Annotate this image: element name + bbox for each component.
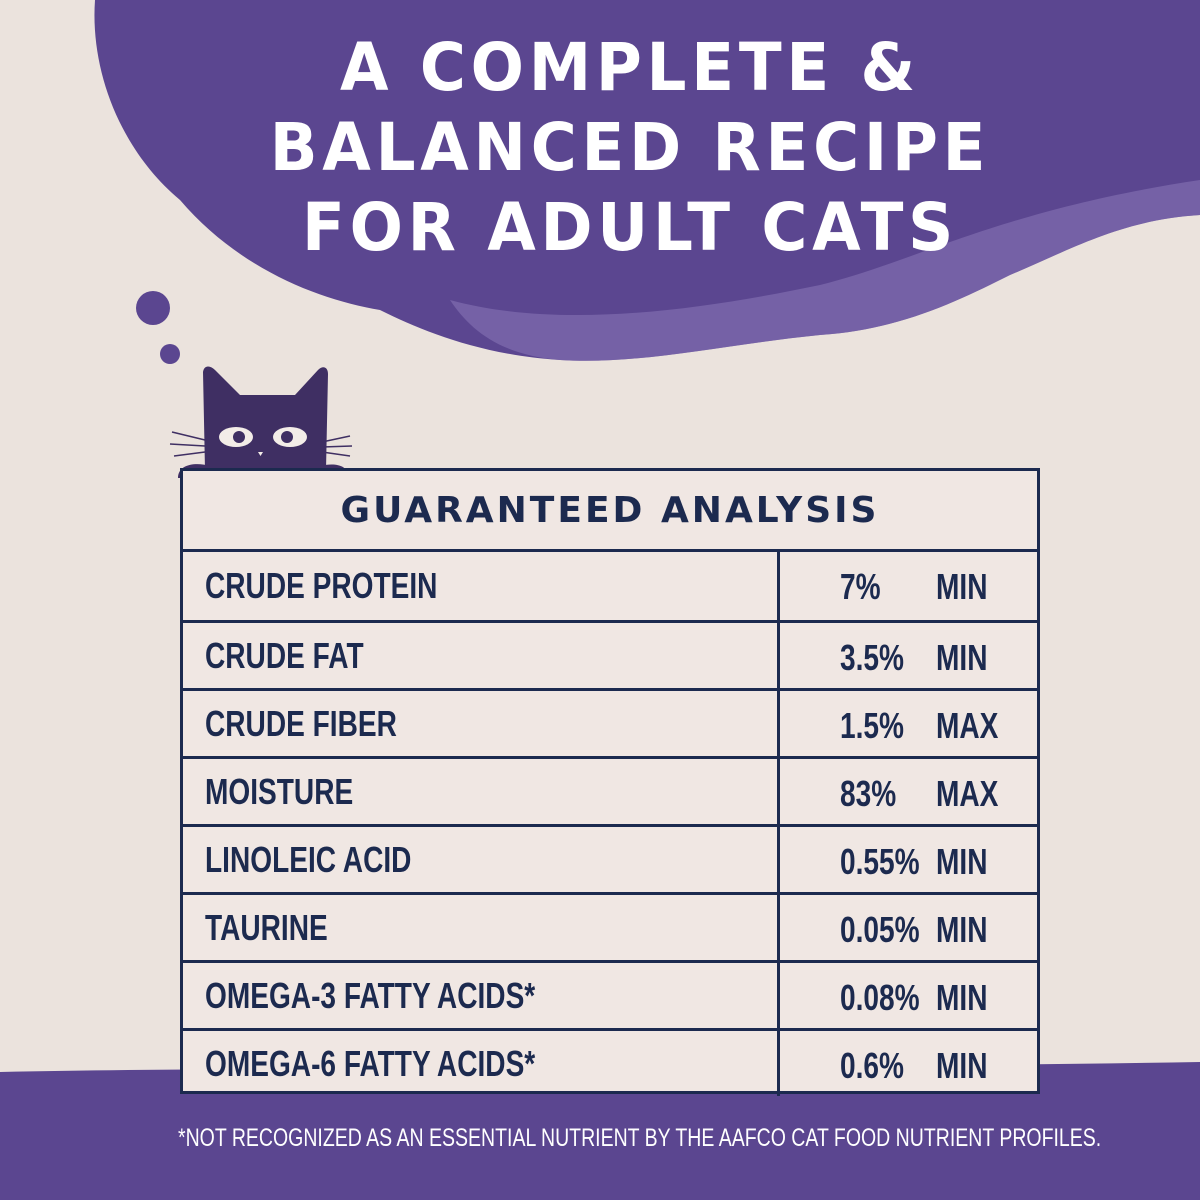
nutrient-cell: CRUDE PROTEIN [183, 552, 780, 620]
headline: A COMPLETE & BALANCED RECIPE FOR ADULT C… [0, 28, 1200, 268]
value-cell: 83% MAX [780, 759, 1037, 824]
nutrient-value: 0.05% [840, 909, 920, 950]
nutrient-cell: OMEGA-6 FATTY ACIDS* [183, 1031, 780, 1096]
table-row: OMEGA-3 FATTY ACIDS* 0.08% MIN [183, 960, 1037, 1028]
nutrient-name: MOISTURE [205, 770, 354, 812]
nutrient-cell: TAURINE [183, 895, 780, 960]
nutrient-cell: CRUDE FAT [183, 623, 780, 688]
nutrient-unit: MAX [936, 705, 999, 746]
value-cell: 0.08% MIN [780, 963, 1037, 1028]
value-cell: 3.5% MIN [780, 623, 1037, 688]
nutrient-value: 0.08% [840, 977, 920, 1018]
value-cell: 1.5% MAX [780, 691, 1037, 756]
nutrient-name: LINOLEIC ACID [205, 838, 412, 880]
nutrient-value: 1.5% [840, 705, 905, 746]
cat-icon [169, 366, 353, 478]
value-cell: 7% MIN [780, 552, 1037, 620]
table-row: TAURINE 0.05% MIN [183, 892, 1037, 960]
nutrient-cell: LINOLEIC ACID [183, 827, 780, 892]
nutrient-value: 83% [840, 773, 897, 814]
nutrient-name: OMEGA-3 FATTY ACIDS* [205, 974, 536, 1016]
table-row: OMEGA-6 FATTY ACIDS* 0.6% MIN [183, 1028, 1037, 1096]
headline-line: A COMPLETE & [340, 29, 920, 106]
table-row: CRUDE FIBER 1.5% MAX [183, 688, 1037, 756]
nutrient-unit: MIN [936, 637, 988, 678]
nutrient-name: CRUDE PROTEIN [205, 565, 438, 606]
nutrient-unit: MIN [936, 909, 988, 950]
table-row: CRUDE PROTEIN 7% MIN [183, 552, 1037, 620]
nutrient-unit: MIN [936, 977, 988, 1018]
nutrient-value: 0.6% [840, 1045, 905, 1086]
nutrient-name: TAURINE [205, 906, 328, 948]
nutrient-cell: OMEGA-3 FATTY ACIDS* [183, 963, 780, 1028]
nutrient-name: CRUDE FIBER [205, 702, 397, 744]
value-cell: 0.55% MIN [780, 827, 1037, 892]
table-title: GUARANTEED ANALYSIS [340, 489, 880, 531]
table-row: LINOLEIC ACID 0.55% MIN [183, 824, 1037, 892]
headline-line: BALANCED RECIPE [269, 109, 991, 186]
guaranteed-analysis-table: GUARANTEED ANALYSIS CRUDE PROTEIN 7% MIN C… [180, 468, 1040, 1096]
nutrient-name: CRUDE FAT [205, 634, 364, 676]
nutrient-unit: MIN [936, 566, 988, 607]
thought-bubble-small [160, 344, 180, 364]
nutrient-cell: CRUDE FIBER [183, 691, 780, 756]
thought-bubble-large [136, 291, 170, 325]
bottom-band [0, 1062, 1200, 1200]
value-cell: 0.05% MIN [780, 895, 1037, 960]
nutrient-value: 7% [840, 566, 881, 607]
footnote: *NOT RECOGNIZED AS AN ESSENTIAL NUTRIENT… [178, 1124, 1102, 1152]
headline-line: FOR ADULT CATS [301, 189, 959, 266]
nutrient-name: OMEGA-6 FATTY ACIDS* [205, 1042, 536, 1084]
nutrient-value: 3.5% [840, 637, 905, 678]
nutrient-unit: MIN [936, 1045, 988, 1086]
nutrient-value: 0.55% [840, 841, 920, 882]
nutrient-unit: MIN [936, 841, 988, 882]
table-header: GUARANTEED ANALYSIS [183, 471, 1037, 552]
value-cell: 0.6% MIN [780, 1031, 1037, 1096]
table-row: MOISTURE 83% MAX [183, 756, 1037, 824]
table-row: CRUDE FAT 3.5% MIN [183, 620, 1037, 688]
nutrient-cell: MOISTURE [183, 759, 780, 824]
nutrient-unit: MAX [936, 773, 999, 814]
cloud-wash [450, 180, 1200, 361]
